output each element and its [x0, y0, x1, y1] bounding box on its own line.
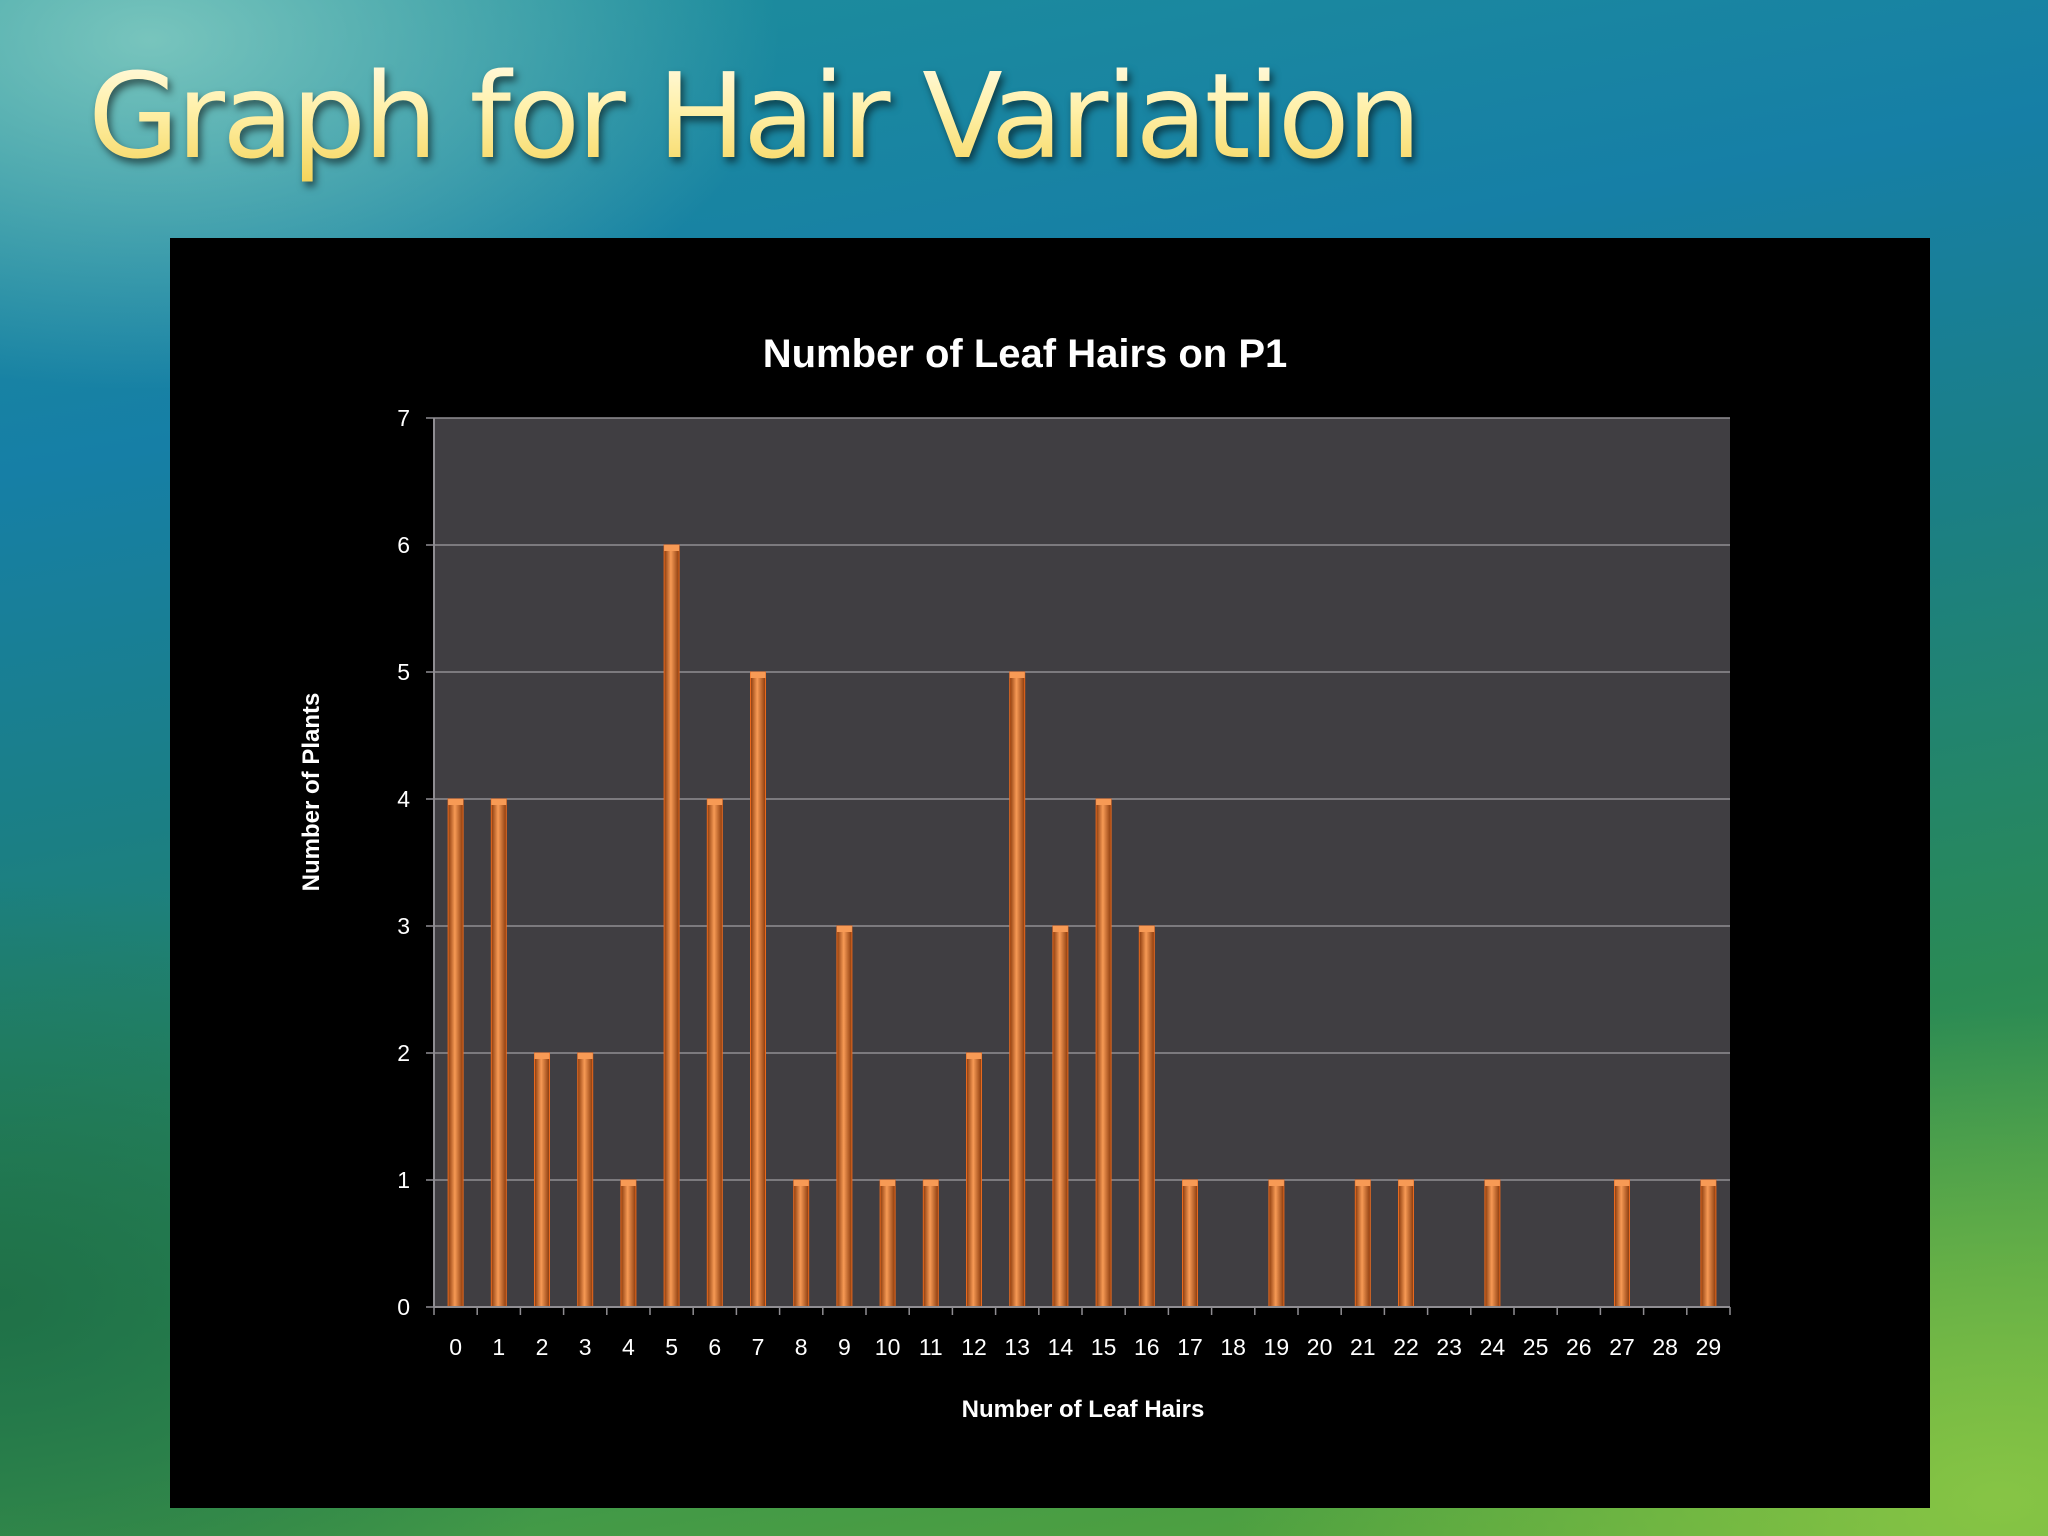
bar-27	[1614, 1179, 1630, 1308]
bar-3	[577, 1052, 594, 1308]
slide-title: Graph for Hair Variation	[88, 47, 1422, 185]
bar-cap-1	[491, 799, 507, 805]
bar-cap-24	[1484, 1180, 1500, 1186]
x-axis-label: Number of Leaf Hairs	[962, 1396, 1205, 1423]
bar-cap-13	[1009, 672, 1025, 678]
y-tick-label: 5	[397, 659, 410, 685]
x-tick-label: 4	[622, 1334, 635, 1360]
bar-22	[1398, 1179, 1414, 1308]
bar-cap-29	[1700, 1180, 1716, 1186]
bar-cap-15	[1096, 799, 1112, 805]
bar-8	[793, 1179, 810, 1308]
bar-11	[922, 1179, 939, 1308]
x-tick-label: 7	[752, 1334, 765, 1360]
bar-29	[1700, 1179, 1717, 1308]
bar-cap-22	[1398, 1180, 1414, 1186]
bar-cap-16	[1139, 926, 1155, 932]
bar-cap-7	[750, 672, 766, 678]
x-tick-label: 9	[838, 1334, 851, 1360]
plot-area	[434, 418, 1730, 1307]
x-tick-label: 12	[961, 1334, 987, 1360]
x-tick-label: 21	[1350, 1334, 1376, 1360]
x-tick-label: 18	[1220, 1334, 1246, 1360]
bar-1	[490, 798, 507, 1308]
bar-15	[1095, 798, 1112, 1308]
x-tick-label: 1	[492, 1334, 505, 1360]
x-tick-label: 0	[449, 1334, 462, 1360]
gridlines	[434, 417, 1730, 1181]
bar-24	[1484, 1179, 1501, 1308]
bar-cap-10	[880, 1180, 896, 1186]
x-tick-label: 25	[1523, 1334, 1549, 1360]
bar-6	[706, 798, 723, 1308]
y-tick-label: 0	[397, 1294, 410, 1320]
bar-cap-5	[664, 545, 680, 551]
bar-7	[750, 671, 766, 1308]
x-tick-label: 19	[1264, 1334, 1290, 1360]
bar-13	[1009, 671, 1026, 1308]
x-tick-label: 17	[1177, 1334, 1203, 1360]
bar-4	[620, 1179, 637, 1308]
bar-10	[879, 1179, 896, 1308]
x-tick-label: 29	[1696, 1334, 1722, 1360]
x-tick-label: 10	[875, 1334, 901, 1360]
bar-cap-19	[1268, 1180, 1284, 1186]
y-axis-label: Number of Plants	[298, 693, 325, 892]
bar-0	[447, 798, 464, 1308]
y-tick-label: 2	[397, 1040, 410, 1066]
x-tick-label: 22	[1393, 1334, 1419, 1360]
bar-17	[1182, 1179, 1198, 1308]
bar-cap-8	[793, 1180, 809, 1186]
x-tick-label: 24	[1480, 1334, 1506, 1360]
bar-2	[534, 1052, 550, 1308]
x-tick-label: 6	[708, 1334, 721, 1360]
y-tick-label: 1	[397, 1167, 410, 1193]
bar-cap-14	[1052, 926, 1068, 932]
x-tick-label: 2	[536, 1334, 549, 1360]
y-tick-label: 7	[397, 405, 410, 431]
bar-cap-12	[966, 1053, 982, 1059]
x-tick-label: 28	[1652, 1334, 1678, 1360]
x-tick-label: 8	[795, 1334, 808, 1360]
bar-cap-17	[1182, 1180, 1198, 1186]
bar-cap-11	[923, 1180, 939, 1186]
x-tick-label: 27	[1609, 1334, 1635, 1360]
x-tick-label: 11	[919, 1334, 943, 1360]
bar-cap-6	[707, 799, 723, 805]
x-tick-label: 5	[665, 1334, 678, 1360]
x-tick-label: 16	[1134, 1334, 1160, 1360]
x-tick-labels: 0 1 2 3 4 5 6 7 8 9 10 11 12 13 14 15 16 17 18 19 20 21 22 23 24…	[449, 1334, 1721, 1360]
x-tick-label: 20	[1307, 1334, 1333, 1360]
bar-cap-27	[1614, 1180, 1630, 1186]
y-tick-labels: 0 1 2 3 4 5 6 7	[397, 405, 410, 1320]
x-tick-label: 23	[1436, 1334, 1462, 1360]
bar-16	[1138, 925, 1155, 1308]
bar-cap-21	[1355, 1180, 1371, 1186]
x-tick-label: 15	[1091, 1334, 1117, 1360]
x-tick-label: 3	[579, 1334, 592, 1360]
bar-cap-0	[448, 799, 464, 805]
bar-cap-9	[836, 926, 852, 932]
y-tick-label: 4	[397, 786, 410, 812]
bar-5	[663, 544, 680, 1308]
bar-21	[1354, 1179, 1371, 1308]
bar-19	[1268, 1179, 1285, 1308]
bar-12	[966, 1052, 982, 1308]
bar-cap-4	[620, 1180, 636, 1186]
bar-9	[836, 925, 853, 1308]
x-tick-label: 26	[1566, 1334, 1592, 1360]
chart-title: Number of Leaf Hairs on P1	[763, 332, 1288, 376]
y-tick-label: 6	[397, 532, 410, 558]
bar-cap-3	[577, 1053, 593, 1059]
y-tick-label: 3	[397, 913, 410, 939]
x-tick-label: 13	[1004, 1334, 1030, 1360]
bar-14	[1052, 925, 1069, 1308]
bar-cap-2	[534, 1053, 550, 1059]
x-tick-label: 14	[1048, 1334, 1074, 1360]
bars	[447, 544, 1717, 1308]
axes	[426, 417, 1731, 1315]
